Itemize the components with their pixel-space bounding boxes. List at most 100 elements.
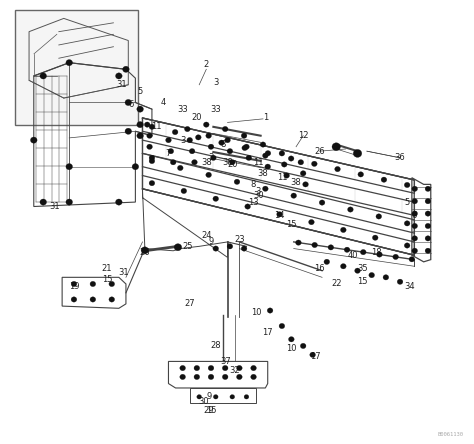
Circle shape: [177, 165, 183, 170]
Circle shape: [245, 204, 250, 209]
Circle shape: [397, 279, 403, 285]
Circle shape: [376, 214, 382, 219]
Circle shape: [227, 149, 233, 154]
Circle shape: [225, 138, 230, 143]
Circle shape: [298, 159, 304, 165]
Circle shape: [187, 138, 192, 143]
Circle shape: [237, 365, 242, 371]
Circle shape: [303, 182, 309, 187]
Circle shape: [279, 151, 285, 156]
Circle shape: [312, 242, 318, 248]
Circle shape: [227, 244, 233, 249]
Text: 28: 28: [210, 341, 221, 350]
Text: 15: 15: [357, 277, 367, 286]
Text: 33: 33: [177, 105, 188, 114]
Text: 38: 38: [291, 178, 301, 186]
Circle shape: [296, 240, 301, 245]
Text: 38: 38: [257, 169, 268, 178]
Circle shape: [377, 252, 383, 257]
Circle shape: [347, 207, 353, 212]
Text: 26: 26: [139, 249, 150, 258]
Circle shape: [137, 106, 144, 112]
Circle shape: [241, 133, 247, 139]
Text: 7: 7: [166, 149, 171, 158]
Text: 11: 11: [277, 173, 287, 182]
Text: 22: 22: [331, 279, 341, 289]
Circle shape: [404, 182, 410, 188]
Circle shape: [301, 343, 306, 349]
Circle shape: [383, 275, 389, 280]
Circle shape: [172, 129, 178, 135]
Text: 33: 33: [210, 105, 221, 114]
Circle shape: [71, 297, 77, 302]
Circle shape: [194, 374, 200, 380]
Text: 9: 9: [209, 238, 214, 246]
Text: 30: 30: [253, 191, 264, 200]
Circle shape: [189, 149, 195, 154]
Circle shape: [230, 395, 235, 399]
Text: 24: 24: [201, 231, 211, 240]
Circle shape: [168, 149, 173, 154]
Text: 14: 14: [274, 211, 285, 220]
Circle shape: [71, 281, 77, 287]
Text: 40: 40: [347, 251, 358, 260]
Circle shape: [210, 155, 216, 160]
Circle shape: [234, 179, 240, 184]
Circle shape: [332, 143, 340, 151]
Circle shape: [222, 374, 228, 380]
Text: B0061130: B0061130: [438, 432, 464, 436]
Circle shape: [147, 144, 153, 150]
Circle shape: [109, 297, 115, 302]
Text: 38: 38: [201, 158, 212, 167]
Circle shape: [149, 181, 155, 186]
Circle shape: [141, 247, 149, 254]
Circle shape: [165, 138, 171, 143]
Circle shape: [116, 73, 122, 79]
Text: 10: 10: [286, 344, 297, 353]
Circle shape: [208, 365, 214, 371]
Circle shape: [265, 151, 271, 156]
Circle shape: [147, 133, 153, 139]
Circle shape: [125, 128, 132, 135]
Circle shape: [109, 281, 115, 287]
Circle shape: [425, 198, 431, 204]
Circle shape: [310, 352, 316, 357]
Circle shape: [263, 186, 268, 191]
Text: 4: 4: [161, 98, 166, 107]
Circle shape: [412, 236, 418, 241]
Circle shape: [213, 395, 218, 399]
Circle shape: [425, 248, 431, 254]
Circle shape: [282, 162, 287, 167]
Text: 1: 1: [263, 114, 268, 123]
Circle shape: [404, 243, 410, 248]
Circle shape: [137, 133, 144, 139]
Text: 38: 38: [222, 158, 233, 167]
Text: 36: 36: [395, 153, 405, 163]
Circle shape: [213, 246, 219, 251]
Text: 34: 34: [404, 281, 415, 291]
Text: 32: 32: [229, 366, 240, 375]
Text: 13: 13: [248, 198, 259, 206]
Circle shape: [425, 223, 431, 229]
Circle shape: [222, 365, 228, 371]
Text: 21: 21: [102, 264, 112, 273]
Text: 31: 31: [116, 80, 127, 89]
Text: 8: 8: [220, 140, 226, 149]
Circle shape: [213, 196, 219, 202]
Circle shape: [265, 164, 271, 169]
Circle shape: [251, 365, 256, 371]
Text: 11: 11: [151, 123, 162, 131]
Circle shape: [229, 159, 235, 165]
Circle shape: [194, 365, 200, 371]
Circle shape: [412, 223, 418, 229]
Circle shape: [358, 172, 364, 177]
Text: 8: 8: [251, 180, 256, 189]
Text: 10: 10: [251, 308, 261, 317]
Circle shape: [40, 199, 46, 205]
Circle shape: [137, 122, 144, 128]
Circle shape: [412, 198, 418, 204]
Circle shape: [90, 297, 96, 302]
Text: 12: 12: [298, 131, 309, 140]
Circle shape: [180, 374, 185, 380]
Circle shape: [309, 219, 314, 225]
